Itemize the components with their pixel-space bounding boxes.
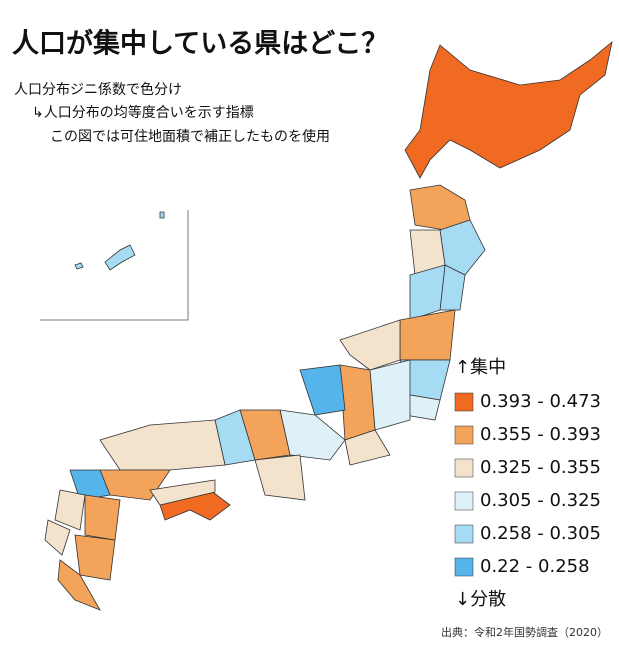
prefecture: [339, 319, 401, 371]
legend-swatch: [454, 425, 474, 445]
legend-swatch: [454, 392, 474, 412]
prefecture: [149, 479, 216, 506]
legend-swatch: [454, 524, 474, 544]
legend-swatch: [454, 557, 474, 577]
legend-label: 0.355 - 0.393: [480, 424, 601, 445]
legend-top-label: ↑集中: [455, 357, 506, 378]
prefecture: [254, 454, 306, 501]
prefecture: [44, 519, 71, 556]
prefecture: [54, 489, 86, 531]
legend-bottom-label: ↓分散: [455, 589, 506, 610]
legend-label: 0.258 - 0.305: [480, 523, 601, 544]
prefecture: [344, 429, 391, 466]
subtitle-line: この図では可住地面積で補正したものを使用: [50, 128, 330, 145]
prefecture: [69, 469, 111, 501]
prefecture: [57, 559, 101, 611]
prefecture: [74, 534, 116, 581]
inset-frame: [40, 210, 189, 321]
title: 人口が集中している県はどこ？: [12, 28, 388, 60]
legend: ↑集中 ↓分散 0.393 - 0.473 0.355 - 0.393 0.325 …: [454, 357, 601, 610]
prefecture: [299, 364, 346, 416]
prefecture: [399, 309, 456, 361]
legend-swatch: [454, 458, 474, 478]
prefecture: [369, 359, 411, 431]
subtitle-line: 人口分布ジニ係数で色分け: [14, 81, 182, 98]
prefecture: [409, 264, 446, 321]
legend-label: 0.325 - 0.355: [480, 457, 601, 478]
legend-label: 0.393 - 0.473: [480, 391, 601, 412]
source: 出典：令和2年国勢調査（2020）: [441, 625, 608, 639]
prefecture: [339, 364, 376, 441]
okinawa: [74, 211, 165, 271]
hokkaido: [404, 40, 613, 179]
legend-label: 0.22 - 0.258: [480, 556, 590, 577]
map: [40, 40, 613, 611]
legend-swatch: [454, 491, 474, 511]
prefecture: [84, 494, 121, 541]
prefecture: [99, 419, 226, 471]
subtitle-line: ↳人口分布の均等度合いを示す指標: [32, 104, 254, 121]
legend-label: 0.305 - 0.325: [480, 490, 601, 511]
